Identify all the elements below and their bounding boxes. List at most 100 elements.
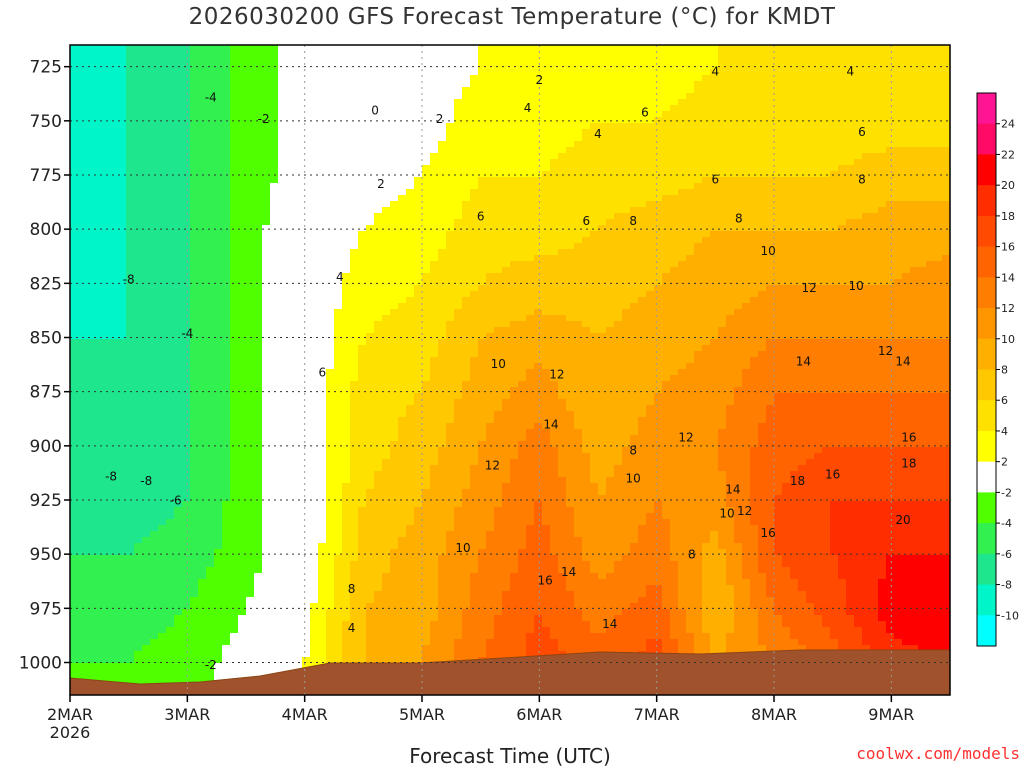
field-cell	[422, 555, 431, 562]
field-cell	[238, 219, 247, 226]
field-cell	[238, 645, 247, 652]
field-cell	[302, 459, 311, 466]
field-cell	[318, 117, 327, 124]
field-cell	[422, 465, 431, 472]
field-cell	[70, 105, 79, 112]
field-cell	[414, 495, 423, 502]
field-cell	[374, 411, 383, 418]
field-cell	[230, 207, 239, 214]
field-cell	[366, 117, 375, 124]
field-cell	[390, 579, 399, 586]
field-cell	[174, 189, 183, 196]
field-cell	[422, 351, 431, 358]
field-cell	[342, 447, 351, 454]
field-cell	[294, 141, 303, 148]
field-cell	[406, 447, 415, 454]
field-cell	[326, 453, 335, 460]
field-cell	[166, 345, 175, 352]
field-cell	[94, 297, 103, 304]
field-cell	[286, 357, 295, 364]
field-cell	[190, 597, 199, 604]
field-cell	[206, 45, 215, 52]
field-cell	[86, 435, 95, 442]
field-cell	[166, 375, 175, 382]
field-cell	[294, 609, 303, 616]
field-cell	[118, 45, 127, 52]
field-cell	[158, 477, 167, 484]
field-cell	[326, 339, 335, 346]
field-cell	[390, 411, 399, 418]
field-cell	[230, 99, 239, 106]
field-cell	[342, 135, 351, 142]
field-cell	[262, 273, 271, 280]
field-cell	[358, 651, 367, 658]
field-cell	[294, 153, 303, 160]
field-cell	[366, 57, 375, 64]
field-cell	[182, 423, 191, 430]
field-cell	[230, 501, 239, 508]
field-cell	[430, 579, 439, 586]
field-cell	[222, 225, 231, 232]
field-cell	[294, 615, 303, 622]
field-cell	[126, 159, 135, 166]
field-cell	[134, 537, 143, 544]
field-cell	[166, 507, 175, 514]
field-cell	[374, 585, 383, 592]
field-cell	[278, 513, 287, 520]
field-cell	[126, 519, 135, 526]
field-cell	[350, 225, 359, 232]
field-cell	[262, 483, 271, 490]
field-cell	[406, 225, 415, 232]
field-cell	[278, 189, 287, 196]
field-cell	[214, 225, 223, 232]
field-cell	[134, 267, 143, 274]
field-cell	[278, 351, 287, 358]
field-cell	[78, 303, 87, 310]
field-cell	[134, 585, 143, 592]
field-cell	[390, 141, 399, 148]
field-cell	[78, 297, 87, 304]
field-cell	[238, 447, 247, 454]
field-cell	[182, 531, 191, 538]
field-cell	[350, 213, 359, 220]
field-cell	[214, 441, 223, 448]
field-cell	[406, 465, 415, 472]
field-cell	[254, 231, 263, 238]
field-cell	[94, 207, 103, 214]
field-cell	[174, 549, 183, 556]
field-cell	[190, 429, 199, 436]
field-cell	[294, 225, 303, 232]
field-cell	[270, 213, 279, 220]
field-cell	[174, 459, 183, 466]
field-cell	[182, 507, 191, 514]
field-cell	[398, 267, 407, 274]
field-cell	[150, 663, 159, 670]
field-cell	[118, 669, 127, 676]
field-cell	[358, 477, 367, 484]
field-cell	[142, 489, 151, 496]
field-cell	[78, 483, 87, 490]
field-cell	[406, 357, 415, 364]
field-cell	[158, 141, 167, 148]
field-cell	[222, 549, 231, 556]
field-cell	[206, 57, 215, 64]
field-cell	[230, 417, 239, 424]
field-cell	[70, 99, 79, 106]
field-cell	[174, 75, 183, 82]
field-cell	[414, 489, 423, 496]
field-cell	[278, 129, 287, 136]
field-cell	[406, 627, 415, 634]
field-cell	[342, 339, 351, 346]
field-cell	[262, 663, 271, 670]
field-cell	[134, 417, 143, 424]
field-cell	[238, 465, 247, 472]
field-cell	[110, 645, 119, 652]
field-cell	[214, 195, 223, 202]
field-cell	[230, 75, 239, 82]
field-cell	[214, 489, 223, 496]
field-cell	[334, 639, 343, 646]
field-cell	[102, 399, 111, 406]
field-cell	[334, 567, 343, 574]
field-cell	[126, 243, 135, 250]
field-cell	[110, 219, 119, 226]
